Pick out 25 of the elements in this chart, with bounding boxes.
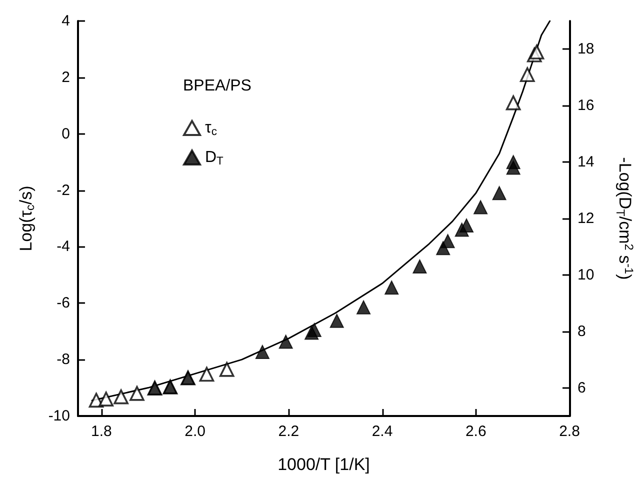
- x-tick-label: 2.8: [559, 423, 580, 440]
- x-tick-label: 2.2: [278, 423, 300, 440]
- y-tick-label: -4: [56, 238, 70, 256]
- y-axis-title: Log(τc/s): [16, 186, 37, 252]
- y2-tick-label: 12: [578, 210, 594, 227]
- y2-axis-title: -Log(DT/cm2 s-1): [614, 157, 636, 280]
- x-axis-title: 1000/T [1/K]: [278, 455, 370, 474]
- x-tick-label: 1.8: [90, 423, 112, 440]
- y-tick-label: 4: [62, 12, 70, 30]
- y2-tick-label: 18: [578, 40, 594, 58]
- y2-tick-label: 16: [578, 97, 594, 114]
- y-tick-label: -6: [56, 294, 70, 312]
- y2-tick-label: 8: [578, 322, 586, 340]
- legend-title: BPEA/PS: [183, 78, 252, 94]
- y-tick-label: 2: [62, 68, 70, 86]
- x-tick-label: 2.6: [465, 423, 486, 440]
- x-tick-label: 2.0: [184, 423, 206, 440]
- y-tick-label: -8: [56, 351, 70, 368]
- y-tick-label: -2: [56, 182, 70, 199]
- y2-tick-label: 14: [578, 154, 594, 171]
- x-tick-label: 2.4: [372, 423, 393, 440]
- y-tick-label: 0: [62, 125, 70, 142]
- y2-tick-label: 10: [578, 266, 594, 284]
- y-tick-label: -10: [48, 408, 70, 424]
- y2-tick-label: 6: [578, 379, 586, 396]
